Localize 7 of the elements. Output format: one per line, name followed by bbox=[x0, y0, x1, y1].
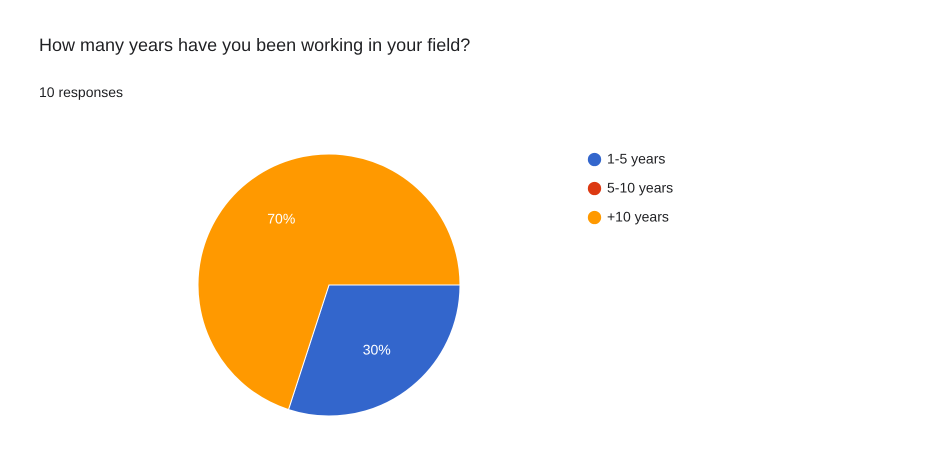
text: 10 responses bbox=[39, 84, 124, 100]
legend-label: +10 years bbox=[607, 208, 669, 224]
chart-title: How many years have you been working in your field? bbox=[39, 35, 470, 55]
data-label: 70% bbox=[267, 210, 296, 226]
legend-label: 5-10 years bbox=[607, 180, 674, 196]
legend-label: 1-5 years bbox=[607, 150, 666, 166]
data-label: 30% bbox=[362, 342, 391, 358]
